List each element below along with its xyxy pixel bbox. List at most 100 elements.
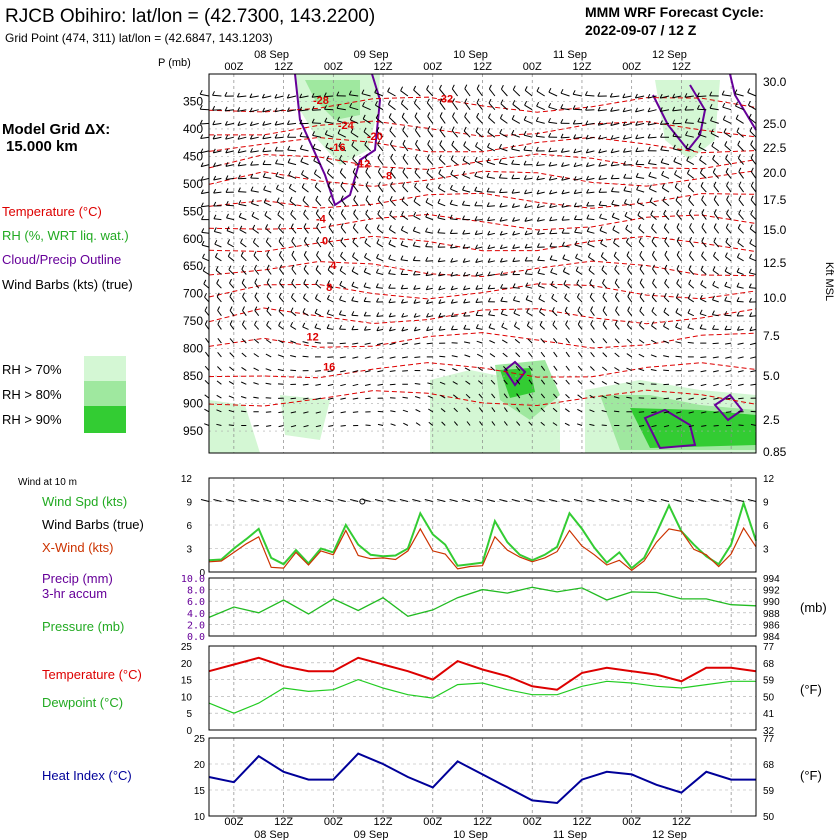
- wind-barb: [425, 201, 434, 207]
- wind-barb-flag: [401, 326, 405, 332]
- wind-barb-flag: [266, 320, 270, 326]
- wind-barb-flag: [351, 296, 355, 301]
- wind-barb-flag: [311, 93, 315, 98]
- wind-barb: [713, 383, 719, 387]
- wind-barb: [279, 268, 285, 275]
- wind-barb-flag: [438, 299, 442, 304]
- pressure-tick-label: 500: [183, 177, 203, 191]
- wind-barb-flag: [439, 126, 443, 131]
- sfc-wind-barb: [312, 499, 322, 502]
- wind-barb: [452, 116, 459, 124]
- wind-barb: [537, 232, 545, 235]
- wind-barb: [749, 328, 757, 332]
- wind-barb-flag: [425, 299, 429, 304]
- wind-barb-flag: [660, 158, 664, 163]
- wind-barb-flag: [700, 265, 704, 271]
- wind-barb: [614, 352, 620, 358]
- wind-barb: [660, 122, 670, 125]
- wind-barb-flag: [212, 120, 216, 125]
- wind-barb: [340, 425, 346, 427]
- wind-barb: [548, 121, 558, 124]
- pressure-tick-label: 750: [183, 314, 203, 328]
- wind-barb: [747, 92, 757, 97]
- wind-barb-flag: [736, 297, 740, 302]
- wind-barb: [528, 365, 533, 371]
- wind-barb-flag: [614, 265, 618, 270]
- wind-barb-flag: [474, 171, 478, 177]
- wind-barb-flag: [291, 250, 295, 256]
- wind-barb: [204, 380, 210, 385]
- station-title: RJCB Obihiro: lat/lon = (42.7300, 143.22…: [5, 6, 375, 27]
- time-label-bottom: 00Z: [224, 816, 243, 828]
- pressure-tick-label: 350: [183, 94, 203, 108]
- pressure-tick-label: 800: [183, 342, 203, 356]
- wind-tick-right: 3: [763, 545, 769, 556]
- wind-barb: [277, 354, 284, 358]
- legend-rh70: RH > 70%: [2, 362, 62, 377]
- wind-barb: [660, 162, 670, 166]
- wind-barb: [477, 380, 483, 385]
- wind-barb-flag: [622, 134, 626, 140]
- wind-barb: [303, 240, 309, 248]
- wind-barb: [638, 241, 645, 248]
- wind-barb: [352, 342, 359, 345]
- wind-barb: [626, 338, 633, 344]
- wind-barb: [516, 421, 521, 426]
- wind-barb: [340, 383, 346, 387]
- wind-barb-flag: [437, 183, 441, 189]
- wind-barb: [289, 200, 297, 207]
- wind-barb: [450, 203, 458, 207]
- wind-barb-flag: [340, 223, 344, 228]
- wind-barb: [216, 296, 222, 303]
- wind-barb-flag: [237, 187, 241, 192]
- wind-barb: [575, 257, 583, 262]
- wind-barb-flag: [426, 312, 429, 318]
- wind-barb: [712, 314, 719, 317]
- wind-barb: [700, 370, 707, 373]
- wind-barb: [524, 119, 533, 124]
- wind-barb: [514, 325, 521, 330]
- wind-barb: [312, 134, 322, 138]
- wind-barb-flag: [664, 236, 668, 242]
- wind-barb-flag: [573, 148, 577, 154]
- wind-barb-flag: [675, 196, 679, 201]
- wind-barb: [315, 411, 322, 414]
- wind-barb: [601, 395, 608, 399]
- wind-barb-flag: [303, 223, 307, 228]
- wind-barb: [291, 254, 297, 262]
- wind-barb: [748, 117, 757, 124]
- wind-barb-flag: [402, 182, 406, 187]
- wind-barb-flag: [212, 105, 216, 111]
- wind-barb-flag: [462, 229, 466, 235]
- wind-barb: [503, 421, 508, 426]
- wind-barb-flag: [750, 181, 754, 187]
- wind-barb-flag: [535, 116, 539, 122]
- wind-barb: [213, 218, 222, 221]
- wind-barb-flag: [278, 237, 282, 242]
- wind-barb: [610, 122, 620, 126]
- wind-barb: [736, 271, 744, 275]
- wind-barb: [474, 160, 483, 166]
- wind-barb-flag: [252, 237, 256, 243]
- wind-barb-flag: [701, 237, 705, 242]
- wind-barb-flag: [622, 93, 626, 98]
- heat-tick: 15: [194, 786, 206, 797]
- wind-barb-flag: [475, 311, 479, 316]
- wind-barb: [327, 172, 334, 179]
- wind-barb: [626, 382, 632, 385]
- wind-barb: [274, 109, 284, 113]
- wind-barb-flag: [212, 134, 216, 140]
- wind-barb: [204, 423, 210, 426]
- wind-barb: [712, 299, 719, 303]
- wind-barb: [487, 260, 496, 263]
- wind-barb: [237, 136, 247, 140]
- wind-barb: [250, 122, 259, 127]
- wind-barb-flag: [213, 227, 217, 232]
- calm-circle: [359, 498, 366, 505]
- wind-barb-flag: [663, 293, 667, 298]
- wind-barb-flag: [626, 251, 630, 256]
- cloud-outline-4: [643, 408, 697, 450]
- wind-barb: [464, 367, 471, 372]
- wind-barb: [610, 136, 620, 140]
- wind-barb: [278, 339, 284, 344]
